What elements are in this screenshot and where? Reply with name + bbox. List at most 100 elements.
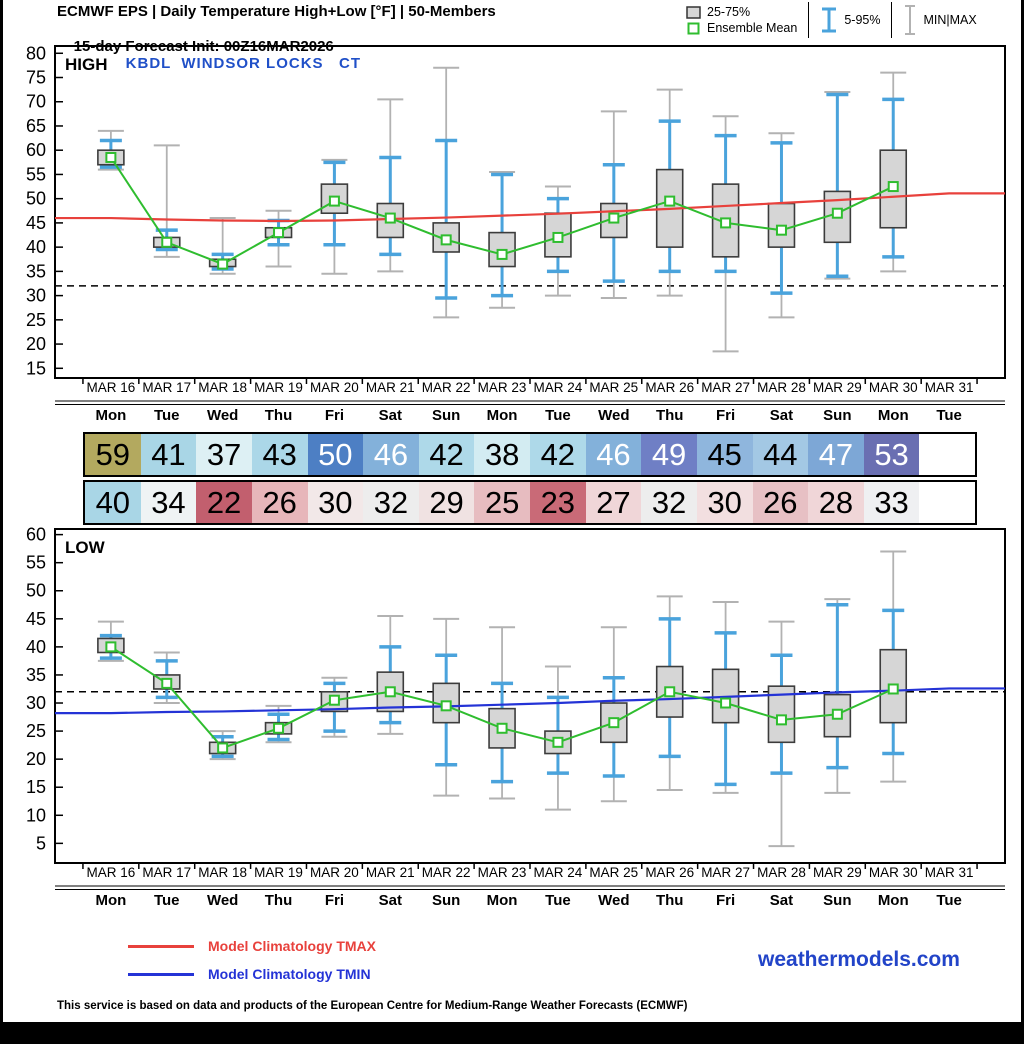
svg-text:Thu: Thu [265, 892, 293, 909]
svg-text:Fri: Fri [325, 892, 344, 909]
high-temp-cell: 49 [641, 434, 697, 475]
svg-text:Sun: Sun [823, 407, 851, 424]
svg-text:Thu: Thu [656, 407, 684, 424]
low-temp-cell: 23 [530, 482, 586, 523]
svg-text:MAR 16: MAR 16 [86, 380, 135, 395]
svg-text:Wed: Wed [598, 892, 629, 909]
svg-text:15: 15 [26, 777, 46, 797]
high-temp-cell: 43 [251, 434, 308, 475]
svg-text:25: 25 [26, 310, 46, 330]
low-temp-cell: 33 [863, 482, 920, 523]
svg-text:MAR 26: MAR 26 [645, 380, 694, 395]
high-temp-cell: 59 [85, 434, 141, 475]
high-temp-cell: 47 [808, 434, 864, 475]
svg-text:45: 45 [26, 213, 46, 233]
low-temp-cell: 28 [808, 482, 864, 523]
svg-text:MAR 24: MAR 24 [534, 380, 583, 395]
svg-text:5: 5 [36, 833, 46, 853]
ensemble-mean-icon [687, 22, 700, 34]
iqr-label: 25-75% [707, 5, 751, 19]
svg-text:20: 20 [26, 334, 46, 354]
climatology-line [55, 687, 1005, 715]
low-temp-cell: 32 [641, 482, 697, 523]
box-whisker-marks [97, 66, 908, 353]
svg-text:50: 50 [26, 581, 46, 601]
svg-text:70: 70 [26, 92, 46, 112]
svg-text:Wed: Wed [207, 407, 238, 424]
chart-legend: 25-75% Ensemble Mean 5-95% [686, 2, 977, 38]
svg-text:MAR 29: MAR 29 [813, 380, 862, 395]
svg-text:Mon: Mon [487, 892, 518, 909]
panel-label: LOW [65, 538, 106, 557]
svg-text:Mon: Mon [95, 892, 126, 909]
legend-minmax-item: MIN|MAX [903, 3, 977, 37]
high-temp-cell: 42 [418, 434, 475, 475]
svg-text:MAR 25: MAR 25 [589, 380, 638, 395]
low-temperature-chart: 5 10 15 20 25 30 35 40 45 50 55 60 LOW MAR 16 MAR 17 MA… [26, 525, 1006, 909]
svg-text:35: 35 [26, 261, 46, 281]
svg-text:Mon: Mon [95, 407, 126, 424]
svg-text:Sat: Sat [770, 407, 793, 424]
svg-text:MAR 19: MAR 19 [254, 865, 303, 880]
low-temp-cell: 29 [418, 482, 475, 523]
svg-text:MAR 16: MAR 16 [86, 865, 135, 880]
ensemble-mean-line [105, 641, 899, 754]
svg-text:MAR 30: MAR 30 [869, 380, 918, 395]
svg-text:MAR 22: MAR 22 [422, 865, 471, 880]
svg-text:Tue: Tue [545, 892, 571, 909]
page-right-border [1021, 0, 1024, 1044]
legend-separator [808, 2, 810, 38]
high-temp-cell: 50 [307, 434, 364, 475]
svg-text:Sun: Sun [432, 407, 460, 424]
svg-text:Mon: Mon [878, 407, 909, 424]
svg-text:MAR 18: MAR 18 [198, 380, 247, 395]
low-temp-cell: 22 [196, 482, 252, 523]
page-left-border [0, 0, 3, 1044]
svg-text:40: 40 [26, 237, 46, 257]
tmax-line-swatch [128, 944, 194, 948]
svg-text:10: 10 [26, 805, 46, 825]
svg-text:75: 75 [26, 68, 46, 88]
svg-text:MAR 23: MAR 23 [478, 380, 527, 395]
legend-iqr-item: 25-75% [686, 5, 797, 19]
svg-text:Sat: Sat [770, 892, 793, 909]
disclaimer-text: This service is based on data and produc… [57, 1000, 688, 1012]
tmax-legend-label: Model Climatology TMAX [208, 938, 376, 954]
tmin-legend-row: Model Climatology TMIN [128, 960, 376, 988]
svg-text:MAR 28: MAR 28 [757, 380, 806, 395]
svg-text:50: 50 [26, 189, 46, 209]
legend-separator [891, 2, 893, 38]
svg-text:MAR 24: MAR 24 [534, 865, 583, 880]
low-temp-cell: 26 [752, 482, 809, 523]
svg-text:Sat: Sat [379, 407, 402, 424]
svg-text:MAR 23: MAR 23 [478, 865, 527, 880]
climatology-line [55, 192, 1005, 223]
svg-text:Sun: Sun [432, 892, 460, 909]
svg-text:MAR 17: MAR 17 [142, 380, 191, 395]
minmax-label: MIN|MAX [923, 13, 977, 27]
svg-text:15: 15 [26, 358, 46, 378]
minmax-whisker-icon [905, 5, 916, 35]
svg-text:60: 60 [26, 525, 46, 545]
svg-text:MAR 27: MAR 27 [701, 865, 750, 880]
svg-text:Sat: Sat [379, 892, 402, 909]
high-temp-cell: 41 [140, 434, 197, 475]
svg-text:MAR 25: MAR 25 [589, 865, 638, 880]
axis-labels: 15 20 25 30 35 40 45 50 55 60 65 70 75 80 HIGH MAR 16 MA… [26, 43, 974, 424]
svg-text:40: 40 [26, 637, 46, 657]
panel-label: HIGH [65, 55, 108, 74]
svg-text:MAR 27: MAR 27 [701, 380, 750, 395]
svg-text:MAR 17: MAR 17 [142, 865, 191, 880]
svg-text:Thu: Thu [265, 407, 293, 424]
station-name: KBDL WINDSOR LOCKS CT [125, 55, 362, 72]
low-temp-cell: 30 [307, 482, 364, 523]
low-temp-cell: 25 [474, 482, 530, 523]
svg-text:MAR 20: MAR 20 [310, 865, 359, 880]
svg-text:MAR 21: MAR 21 [366, 865, 415, 880]
svg-text:MAR 19: MAR 19 [254, 380, 303, 395]
svg-text:65: 65 [26, 116, 46, 136]
svg-text:60: 60 [26, 140, 46, 160]
iqr-box-icon [686, 5, 701, 19]
high-temp-cell: 46 [363, 434, 419, 475]
low-temp-cell: 30 [696, 482, 753, 523]
